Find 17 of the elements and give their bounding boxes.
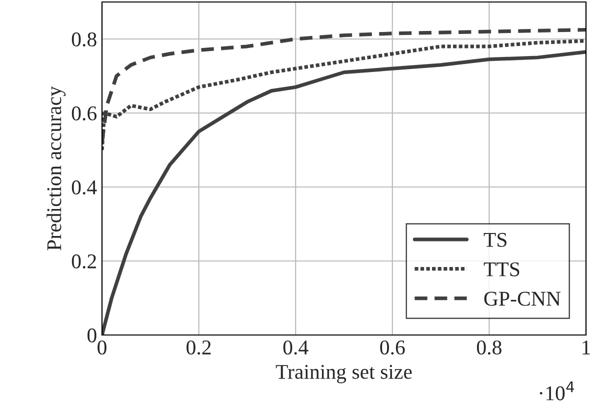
y-tick-label: 0 <box>88 328 96 342</box>
x-tick-label: 0.6 <box>380 340 405 355</box>
x-tick-label: 1 <box>582 340 590 354</box>
x-tick-label: 0.8 <box>476 340 502 355</box>
x-tick-label: 0 <box>98 340 106 355</box>
y-tick-label: 0.6 <box>72 106 97 121</box>
text: ·10$^{4}$ <box>540 382 574 400</box>
x-axis-title: Training set size <box>276 364 412 384</box>
legend-label: TS <box>484 232 506 247</box>
y-tick-label: 0.4 <box>72 180 97 195</box>
x-tick-label: 0.2 <box>186 340 211 355</box>
y-tick-label: 0.2 <box>72 254 96 269</box>
legend-label: TTS <box>484 262 520 276</box>
x-tick-label: 0.4 <box>283 340 308 355</box>
legend-label: GP-CNN <box>484 292 561 306</box>
y-tick-label: 0.8 <box>72 32 96 47</box>
y-axis-title: Prediction accuracy <box>46 86 66 250</box>
